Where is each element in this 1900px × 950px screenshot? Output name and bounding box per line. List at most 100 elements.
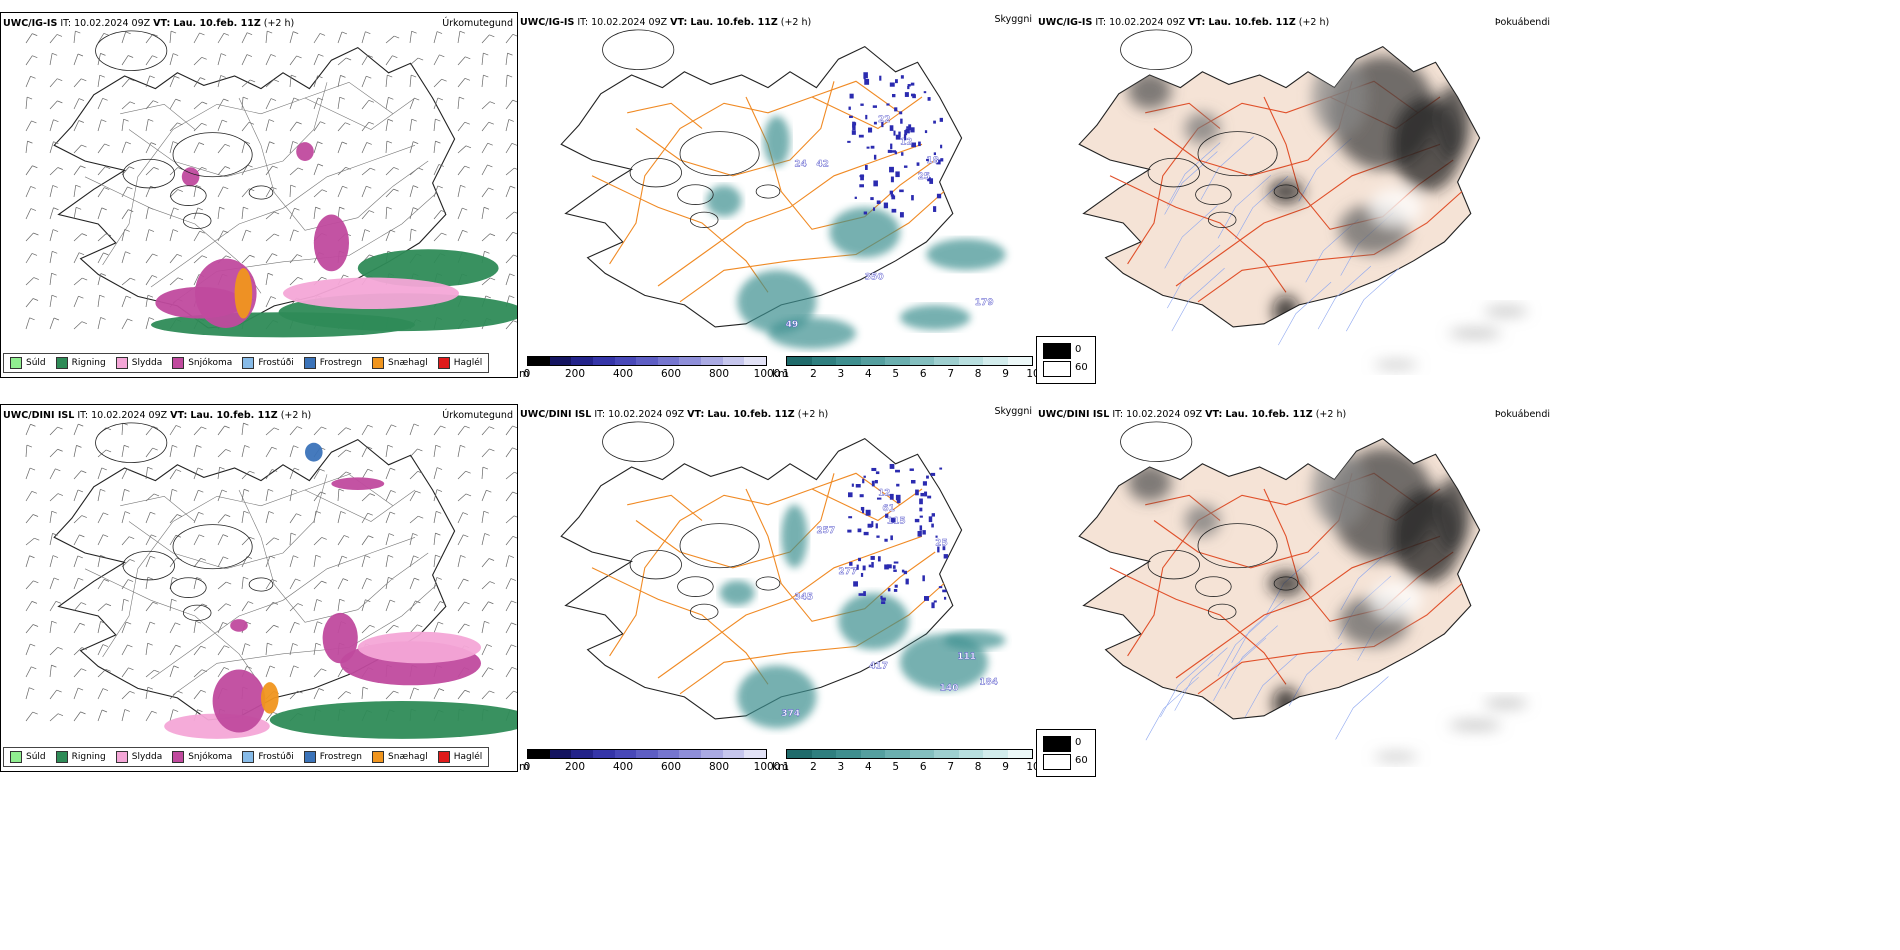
colorbar-tick: 800 [708,368,730,380]
legend-item-hagel: Haglél [437,357,482,369]
visibility-value-label: 345 [794,592,813,602]
glacier-outlines [602,29,781,228]
visibility-value-label: 417 [869,662,888,672]
visibility-unit-label: km [772,761,789,773]
visibility-value-label: 22 [878,115,891,125]
colorbar-tick: 3 [837,368,845,380]
precip-area [234,268,253,319]
cloud-legend-top: 0 60 [1036,336,1096,384]
low-visibility-area [926,238,1006,271]
colorbar-tick: 400 [612,761,634,773]
panel-variable-name: Úrkomutegund [442,410,513,421]
cloud-legend-swatch-0 [1043,736,1071,752]
colorbar-tick: 6 [919,761,927,773]
offshore-fog [1374,306,1528,369]
visibility-value-label: 115 [887,517,906,527]
low-visibility-area [737,665,817,729]
panel-variable-name: Þokuábendi [1494,17,1550,28]
colorbar-tick: 5 [892,368,900,380]
fog-map-bottom [1078,421,1528,761]
glacier-outlines [1120,29,1299,228]
cloud-legend-value-0: 0 [1075,344,1082,355]
visibility-colorbar-bottom: 1 2 3 4 5 6 7 8 9 10 [783,749,1040,775]
ceiling-colorbar-top: 0 200 400 600 800 1000 [524,356,780,382]
legend-item-rigning: Rigning [55,357,106,369]
legend-item-rigning: Rigning [55,751,106,763]
panel-title: UWC/DINI ISL IT: 10.02.2024 09Z VT: Lau.… [520,409,829,420]
panel-title: UWC/IG-IS IT: 10.02.2024 09Z VT: Lau. 10… [1038,17,1330,28]
cloud-legend-swatch-60 [1043,754,1071,770]
colorbar-tick: 200 [564,761,586,773]
offshore-fog [1374,698,1528,761]
precip-area [230,619,248,632]
visibility-panel-top: 22 12 24 42 18 25 350 179 49 UWC/IG-IS IT: 10.02… [518,12,1036,378]
visibility-colorbar-cells [786,749,1033,759]
visibility-value-label: 49 [786,320,799,330]
visibility-panel-bottom: 12 61 115 257 277 25 345 417 111 140 184 374 UWC/DI… [518,404,1036,772]
colorbar-tick: 600 [660,761,682,773]
ceiling-colorbar-cells [527,356,767,366]
colorbar-tick: 800 [708,761,730,773]
colorbar-tick: 4 [864,761,872,773]
visibility-value-label: 184 [979,677,998,687]
precip-area [269,701,517,739]
colorbar-tick: 9 [1002,368,1009,380]
colorbar-tick: 8 [974,761,982,773]
visibility-value-label: 12 [900,137,913,147]
precip-area [357,631,481,664]
visibility-value-label: 179 [975,298,994,308]
ceiling-colorbar-bottom: 0 200 400 600 800 1000 [523,749,780,775]
colorbar-tick: 0 [523,761,531,773]
low-visibility-area [900,304,971,331]
legend-item-frostudi: Frostúði [242,751,294,763]
legend-item-frostregn: Frostregn [303,357,362,369]
precip-area [296,142,314,161]
precip-legend: Súld Rigning Slydda Snjókoma Frostúði Fr… [3,747,490,767]
panel-title: UWC/DINI ISL IT: 10.02.2024 09Z VT: Lau.… [1038,409,1347,420]
low-visibility-area [737,270,817,334]
ceiling-colorbar-cells [527,749,767,759]
colorbar-tick: 1000 [753,368,781,380]
visibility-value-label: 61 [882,504,895,514]
visibility-value-label: 24 [794,159,807,169]
visibility-colorbar-cells [786,356,1033,366]
fog-map-top [1078,29,1528,369]
panel-variable-name: Skyggni [994,406,1032,417]
glacier-outlines [1120,421,1299,620]
colorbar-tick: 200 [564,368,586,380]
visibility-value-label: 257 [816,526,835,536]
colorbar-tick: 400 [612,368,634,380]
precip-area [155,287,244,319]
ceiling-unit-label: m [519,761,530,773]
precip-area [322,612,358,664]
legend-item-frostregn: Frostregn [303,751,362,763]
precip-area [212,669,266,733]
visibility-colorbar-top: 1 2 3 4 5 6 7 8 9 10 [783,356,1040,382]
low-visibility-area [768,317,856,349]
iceland-coastline [53,46,456,329]
legend-item-snaehagl: Snæhagl [372,751,428,763]
legend-item-snjokoma: Snjókoma [172,751,232,763]
visibility-value-label: 111 [957,652,976,662]
colorbar-tick: 4 [864,368,872,380]
colorbar-tick: 8 [974,368,982,380]
legend-item-sudd: Súld [10,751,46,763]
panel-variable-name: Úrkomutegund [442,18,513,29]
legend-item-slydda: Slydda [115,751,162,763]
low-visibility-area [944,630,1006,650]
low-visibility-area [838,592,909,650]
precip-panel-top: UWC/IG-IS IT: 10.02.2024 09Z VT: Lau. 10… [0,12,518,378]
low-visibility-area [829,207,900,258]
colorbar-tick: 3 [837,761,845,773]
cloud-legend-value-60: 60 [1075,362,1088,373]
road-network [591,472,945,695]
visibility-value-label: 25 [918,172,931,182]
visibility-value-label: 374 [781,709,800,719]
precip-area [313,214,349,272]
low-visibility-area [763,115,790,167]
panel-variable-name: Þokuábendi [1494,409,1550,420]
precip-map-top [25,30,517,338]
low-visibility-area [781,504,808,568]
cloud-legend-bottom: 0 60 [1036,729,1096,777]
road-network [84,473,438,696]
